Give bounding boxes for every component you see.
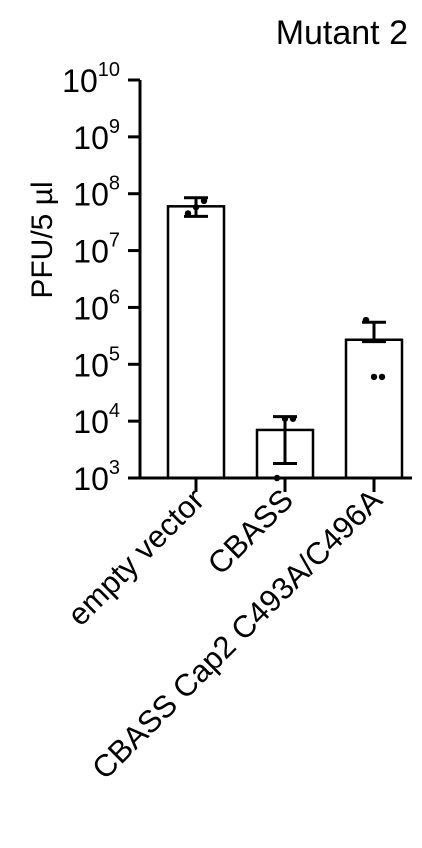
data-point (200, 197, 208, 205)
y-tick-label-exponent: 9 (109, 116, 120, 138)
y-tick-label: 1010 (62, 59, 120, 99)
y-tick-label-exponent: 10 (98, 59, 120, 81)
y-tick-label-base: 10 (73, 120, 109, 156)
data-point (378, 373, 386, 381)
y-tick-label: 105 (73, 343, 120, 383)
y-tick-label-exponent: 4 (109, 400, 120, 422)
data-point (192, 203, 200, 211)
y-tick-label-base: 10 (73, 177, 109, 213)
bar (166, 205, 226, 480)
data-point (184, 210, 192, 217)
y-tick-label-exponent: 8 (109, 173, 120, 195)
y-tick-label-exponent: 5 (109, 343, 120, 365)
y-tick-label: 103 (73, 457, 120, 497)
data-point (362, 316, 370, 324)
chart-title: Mutant 2 (275, 14, 408, 52)
x-tick-label: empty vector (61, 482, 211, 632)
y-tick-label-exponent: 7 (109, 230, 120, 252)
data-point (289, 415, 297, 422)
y-tick-label-exponent: 6 (109, 286, 120, 308)
y-tick-label: 108 (73, 173, 120, 213)
y-tick-label: 107 (73, 230, 120, 270)
data-point (370, 373, 378, 381)
y-tick-label: 109 (73, 116, 120, 156)
y-tick-label-base: 10 (73, 404, 109, 440)
data-point (281, 415, 289, 422)
y-tick-label: 106 (73, 286, 120, 326)
y-tick-label-base: 10 (73, 234, 109, 270)
y-axis-label: PFU/5 µl (26, 181, 59, 298)
y-tick-label-base: 10 (73, 347, 109, 383)
y-tick-label-base: 10 (73, 290, 109, 326)
y-tick-label: 104 (73, 400, 120, 440)
y-tick-label-base: 10 (62, 63, 98, 99)
y-tick-label-base: 10 (73, 461, 109, 497)
y-tick-label-exponent: 3 (109, 457, 120, 479)
bar (344, 338, 404, 480)
